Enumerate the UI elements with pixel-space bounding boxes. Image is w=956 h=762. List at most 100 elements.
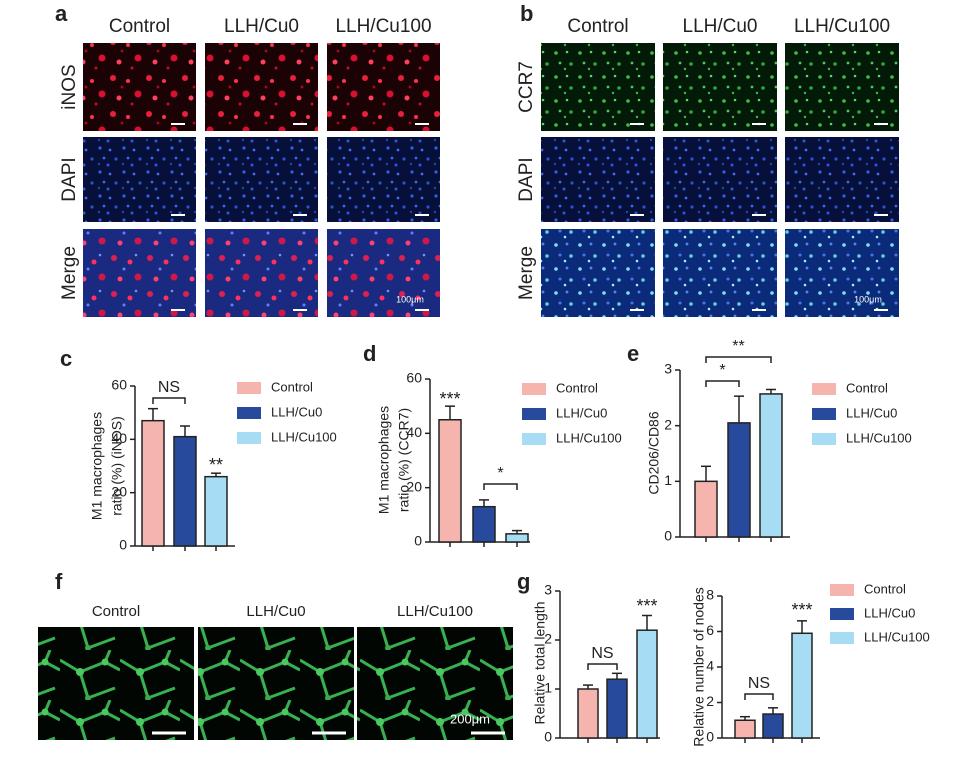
micrograph — [541, 43, 655, 131]
micrograph — [541, 137, 655, 222]
bar — [734, 719, 756, 739]
significance-bracket — [705, 380, 740, 387]
column-header: LLH/Cu100 — [335, 16, 431, 37]
micrograph — [785, 137, 899, 222]
micrograph — [198, 627, 354, 740]
legend-swatch — [237, 382, 261, 394]
y-tick-label: 1 — [664, 472, 672, 488]
bar — [577, 688, 599, 739]
significance-label: NS — [591, 645, 613, 662]
significance-label: * — [719, 362, 725, 379]
legend-label: LLH/Cu100 — [271, 429, 337, 444]
panel-letter: e — [627, 341, 639, 366]
y-tick-label: 20 — [111, 483, 127, 499]
y-axis-label: Relative total length — [532, 602, 548, 725]
column-header: Control — [109, 16, 170, 37]
y-tick-label: 4 — [706, 658, 714, 674]
significance-bracket — [587, 663, 618, 670]
significance-bracket — [744, 693, 774, 700]
y-axis-label: CD206/CD86 — [646, 411, 662, 494]
legend-swatch — [830, 632, 854, 644]
significance-label: NS — [158, 379, 180, 396]
y-tick-label: 3 — [664, 361, 672, 377]
y-axis-label: ratio (%) (CCR7) — [396, 408, 412, 512]
bar — [791, 632, 813, 739]
micrograph — [38, 627, 194, 740]
significance-bracket — [483, 483, 518, 490]
legend-label: Control — [864, 581, 906, 596]
column-header: LLH/Cu100 — [397, 603, 473, 620]
significance-label: NS — [748, 675, 770, 692]
bar — [694, 480, 718, 538]
y-tick-label: 0 — [414, 533, 422, 549]
legend-label: Control — [846, 380, 888, 395]
panel-letter: f — [55, 569, 63, 594]
significance-bracket — [152, 397, 186, 404]
panel-letter: d — [363, 341, 376, 366]
column-header: LLH/Cu100 — [794, 16, 890, 37]
legend-swatch — [812, 433, 836, 445]
legend-swatch — [830, 584, 854, 596]
y-tick-label: 1 — [544, 680, 552, 696]
legend-swatch — [237, 432, 261, 444]
y-axis-label: M1 macrophages — [376, 406, 392, 514]
legend-label: LLH/Cu100 — [846, 430, 912, 445]
micrograph — [83, 229, 196, 317]
micrograph — [663, 137, 777, 222]
legend-label: Control — [271, 379, 313, 394]
y-tick-label: 60 — [111, 377, 127, 393]
micrograph — [663, 43, 777, 131]
bar — [505, 533, 529, 543]
panel-letter: c — [60, 346, 72, 371]
legend-label: LLH/Cu0 — [846, 405, 897, 420]
legend-label: Control — [556, 380, 598, 395]
legend-swatch — [522, 408, 546, 420]
significance-label: *** — [439, 389, 460, 409]
row-label: CCR7 — [516, 61, 537, 113]
panel-letter: a — [55, 1, 68, 26]
micrograph — [83, 43, 196, 131]
micrograph — [785, 229, 899, 317]
y-tick-label: 0 — [664, 528, 672, 544]
legend-label: LLH/Cu100 — [556, 430, 622, 445]
legend-swatch — [522, 383, 546, 395]
y-tick-label: 2 — [706, 693, 714, 709]
significance-label: * — [497, 465, 503, 482]
micrograph — [327, 229, 440, 317]
micrograph — [205, 137, 318, 222]
y-axis-label: Relative number of nodes — [691, 587, 707, 747]
legend-label: LLH/Cu0 — [556, 405, 607, 420]
y-tick-label: 6 — [706, 622, 714, 638]
micrograph — [327, 137, 440, 222]
column-header: LLH/Cu0 — [224, 16, 299, 37]
legend-swatch — [812, 408, 836, 420]
legend-label: LLH/Cu0 — [864, 605, 915, 620]
significance-label: ** — [732, 338, 744, 355]
legend-swatch — [237, 407, 261, 419]
bar — [472, 505, 496, 543]
legend-swatch — [812, 383, 836, 395]
column-header: LLH/Cu0 — [246, 603, 305, 620]
scale-label: 200μm — [450, 711, 490, 726]
significance-label: *** — [636, 596, 657, 616]
bar — [438, 419, 462, 543]
micrograph — [205, 43, 318, 131]
legend-swatch — [522, 433, 546, 445]
y-tick-label: 0 — [706, 729, 714, 745]
significance-bracket — [705, 356, 772, 363]
y-tick-label: 40 — [111, 430, 127, 446]
micrograph — [327, 43, 440, 131]
panel-letter: b — [520, 1, 533, 26]
y-tick-label: 0 — [119, 537, 127, 553]
legend-swatch — [830, 608, 854, 620]
row-label: Merge — [516, 246, 537, 300]
micrograph — [785, 43, 899, 131]
y-axis-label: ratio (%) (iNOS) — [109, 416, 125, 516]
legend-label: LLH/Cu100 — [864, 629, 930, 644]
bar — [204, 475, 228, 547]
y-axis-label: M1 macrophages — [89, 412, 105, 520]
panel-letter: g — [517, 569, 530, 594]
y-tick-label: 3 — [544, 582, 552, 598]
bar — [727, 422, 751, 538]
